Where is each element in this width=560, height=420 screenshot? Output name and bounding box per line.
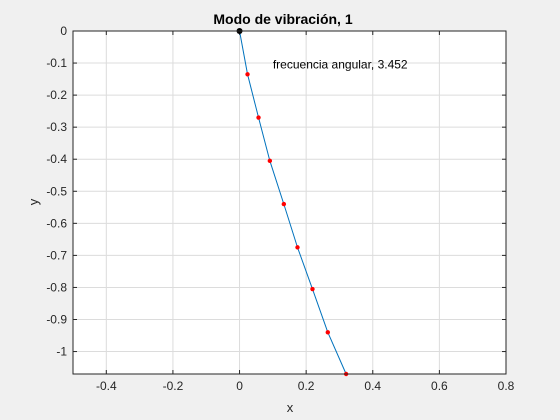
data-point bbox=[295, 245, 300, 250]
data-point bbox=[267, 158, 273, 164]
ticks: -0.4 -0.2 0 0.2 0.4 0.6 0.8 0 -0.1 -0.2 -0.3 -0.4 -0… bbox=[46, 24, 514, 393]
chart-title: Modo de vibración, 1 bbox=[213, 11, 352, 27]
y-tick-label: -0.3 bbox=[46, 120, 67, 134]
data-point bbox=[245, 72, 250, 77]
y-tick-label: -0.5 bbox=[46, 184, 67, 198]
x-tick-label: 0.4 bbox=[364, 379, 381, 393]
x-tick-label: 0.6 bbox=[431, 379, 448, 393]
x-tick-label: 0 bbox=[236, 379, 243, 393]
plot-frame bbox=[72, 30, 507, 375]
y-tick-label: -0.9 bbox=[46, 313, 67, 327]
x-axis-label: x bbox=[287, 400, 294, 415]
x-tick-label: 0.2 bbox=[298, 379, 315, 393]
annotation-text: frecuencia angular, 3.452 bbox=[273, 58, 408, 72]
y-tick-label: 0 bbox=[60, 24, 67, 38]
y-tick-label: -1 bbox=[56, 345, 67, 359]
y-tick-label: -0.6 bbox=[46, 216, 67, 230]
data-series bbox=[236, 28, 349, 377]
x-tick-label: 0.8 bbox=[498, 379, 515, 393]
plot-area bbox=[73, 31, 506, 374]
y-axis-label: y bbox=[26, 198, 41, 205]
y-tick-label: -0.4 bbox=[46, 152, 67, 166]
y-tick-label: -0.7 bbox=[46, 248, 67, 262]
data-point bbox=[256, 115, 261, 120]
y-tick-label: -0.1 bbox=[46, 56, 67, 70]
y-tick-label: -0.2 bbox=[46, 88, 67, 102]
x-tick-label: -0.2 bbox=[163, 379, 184, 393]
data-point bbox=[281, 201, 287, 207]
y-tick-label: -0.8 bbox=[46, 280, 67, 294]
x-tick-label: -0.4 bbox=[96, 379, 117, 393]
data-point bbox=[325, 330, 331, 335]
data-point bbox=[310, 286, 315, 292]
